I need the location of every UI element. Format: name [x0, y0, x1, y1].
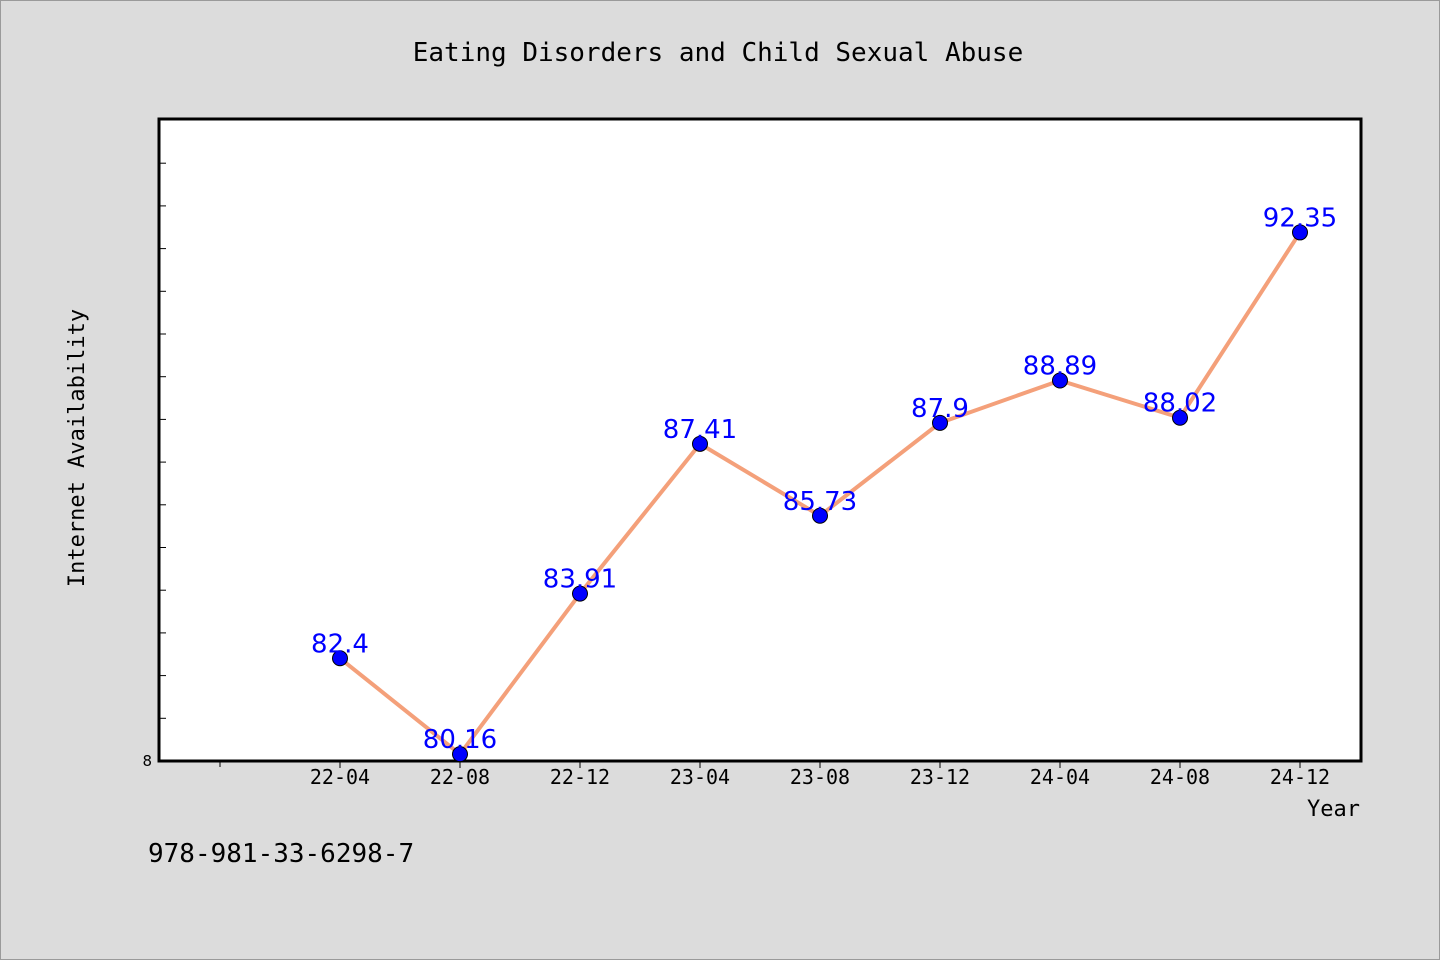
- data-label: 85.73: [783, 487, 857, 517]
- x-tick-label: 23-04: [670, 765, 730, 789]
- y-axis-ticks: 8: [142, 162, 166, 770]
- data-label: 83.91: [543, 565, 617, 595]
- y-axis-label: Internet Availability: [65, 309, 90, 587]
- x-tick-label: 22-04: [310, 765, 370, 789]
- x-tick-label: 23-12: [910, 765, 970, 789]
- x-tick-label: 23-08: [790, 765, 850, 789]
- data-point: [332, 650, 348, 667]
- y-tick-label: 8: [142, 752, 152, 770]
- data-point: [812, 507, 828, 524]
- data-point: [572, 585, 588, 602]
- data-label: 92.35: [1263, 203, 1337, 233]
- data-label: 88.02: [1143, 389, 1217, 419]
- data-label: 80.16: [423, 725, 497, 755]
- data-point: [1052, 372, 1068, 389]
- data-point: [1292, 224, 1308, 241]
- data-point: [692, 435, 708, 452]
- series-group: [332, 224, 1308, 763]
- data-point: [1172, 409, 1188, 426]
- data-label: 87.9: [911, 394, 969, 424]
- data-point: [932, 414, 948, 431]
- x-axis-label: Year: [1307, 797, 1360, 822]
- data-point: [452, 746, 468, 763]
- data-label: 82.4: [311, 629, 369, 659]
- x-tick-label: 24-08: [1150, 765, 1210, 789]
- x-axis-ticks: 22-04 22-08 22-12 23-04 23-08 23-12 24-04 24-08…: [219, 761, 1330, 789]
- x-tick-label: 22-12: [550, 765, 610, 789]
- data-label: 87.41: [663, 415, 737, 445]
- data-labels-group: 82.4 80.16 83.91 87.41 85.73 87.9 88.89 88.02 92…: [311, 203, 1337, 755]
- x-tick-label: 24-04: [1030, 765, 1090, 789]
- chart-title: Eating Disorders and Child Sexual Abuse: [413, 38, 1023, 68]
- data-label: 88.89: [1023, 352, 1097, 382]
- isbn-text: 978-981-33-6298-7: [148, 839, 414, 869]
- x-tick-label: 22-08: [430, 765, 490, 789]
- x-tick-label: 24-12: [1270, 765, 1330, 789]
- plot-area: [157, 117, 1363, 763]
